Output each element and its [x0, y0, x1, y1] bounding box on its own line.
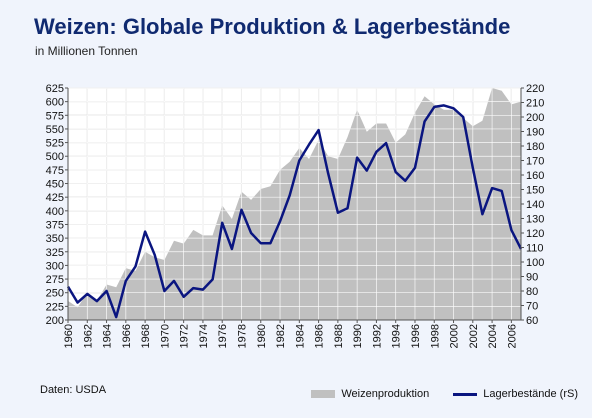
right-tick-label: 70	[526, 301, 538, 313]
x-tick-label: 1978	[236, 324, 248, 348]
x-tick-label: 1992	[371, 324, 383, 348]
stock-line-layer	[66, 104, 523, 319]
x-tick-label: 1966	[121, 324, 133, 348]
right-tick-label: 180	[526, 141, 544, 153]
legend-area-label: Weizenproduktion	[341, 388, 430, 400]
legend-line-label: Lagerbestände (rS)	[483, 388, 578, 400]
left-tick-label: 500	[46, 151, 64, 163]
x-tick-label: 1984	[294, 324, 306, 348]
left-tick-label: 375	[46, 219, 64, 231]
x-tick-label: 1982	[275, 324, 287, 348]
left-tick-label: 550	[46, 124, 64, 136]
chart-subtitle: in Millionen Tonnen	[35, 44, 138, 58]
x-tick-label: 2006	[506, 324, 518, 348]
legend-line-swatch	[453, 392, 478, 396]
right-tick-label: 220	[526, 83, 544, 95]
x-tick-label: 1980	[256, 324, 268, 348]
tick-labels: 2002252502753003253503754004254504755005…	[46, 83, 545, 348]
right-tick-label: 80	[526, 286, 538, 298]
chart-title: Weizen: Globale Produktion & Lagerbestän…	[34, 14, 511, 39]
x-tick-label: 1964	[102, 324, 114, 348]
right-tick-label: 90	[526, 272, 538, 284]
x-tick-label: 1988	[333, 324, 345, 348]
left-tick-label: 400	[46, 206, 64, 218]
data-source: Daten: USDA	[40, 384, 107, 396]
right-tick-label: 110	[526, 243, 544, 255]
left-tick-label: 275	[46, 274, 64, 286]
x-tick-label: 1994	[391, 324, 403, 348]
left-tick-label: 450	[46, 179, 64, 191]
left-tick-label: 575	[46, 110, 64, 122]
left-tick-label: 225	[46, 301, 64, 313]
x-tick-label: 2004	[487, 324, 499, 348]
right-tick-label: 120	[526, 228, 544, 240]
x-tick-label: 1990	[352, 324, 364, 348]
left-tick-label: 325	[46, 247, 64, 259]
left-tick-label: 300	[46, 260, 64, 272]
x-tick-label: 2002	[468, 324, 480, 348]
stock-line	[66, 104, 523, 319]
right-tick-label: 170	[526, 156, 544, 168]
left-tick-label: 525	[46, 138, 64, 150]
right-tick-label: 130	[526, 214, 544, 226]
left-tick-label: 250	[46, 288, 64, 300]
x-tick-label: 1970	[159, 324, 171, 348]
x-tick-label: 1996	[410, 324, 422, 348]
left-tick-label: 350	[46, 233, 64, 245]
right-tick-label: 210	[526, 98, 544, 110]
left-tick-label: 425	[46, 192, 64, 204]
left-tick-label: 475	[46, 165, 64, 177]
x-tick-label: 1974	[198, 324, 210, 348]
x-tick-label: 1968	[140, 324, 152, 348]
x-tick-label: 1976	[217, 324, 229, 348]
right-tick-label: 190	[526, 127, 544, 139]
production-area	[68, 88, 521, 320]
legend-area-swatch	[311, 390, 336, 398]
right-tick-label: 60	[526, 315, 538, 327]
left-tick-label: 625	[46, 83, 64, 95]
right-tick-label: 150	[526, 185, 544, 197]
x-tick-label: 1998	[429, 324, 441, 348]
legend: Weizenproduktion Lagerbestände (rS)	[311, 388, 578, 400]
x-tick-label: 1986	[314, 324, 326, 348]
right-tick-label: 140	[526, 199, 544, 211]
axes	[65, 87, 524, 323]
production-area-layer	[67, 87, 521, 321]
x-tick-label: 1972	[179, 324, 191, 348]
left-tick-label: 600	[46, 97, 64, 109]
x-tick-label: 2000	[449, 324, 461, 348]
left-tick-label: 200	[46, 315, 64, 327]
right-tick-label: 100	[526, 257, 544, 269]
x-tick-label: 1962	[82, 324, 94, 348]
x-tick-label: 1960	[63, 324, 75, 348]
right-tick-label: 160	[526, 170, 544, 182]
right-tick-label: 200	[526, 112, 544, 124]
